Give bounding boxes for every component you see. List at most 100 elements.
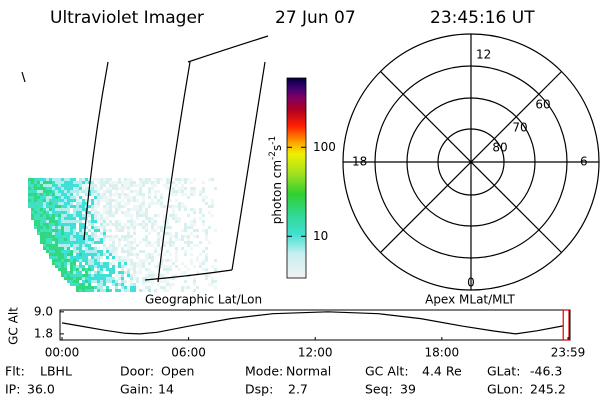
pixel xyxy=(40,199,43,202)
pixel xyxy=(166,268,169,271)
pixel xyxy=(67,235,70,238)
pixel xyxy=(67,187,70,190)
info-value: 36.0 xyxy=(27,382,55,397)
pixel xyxy=(97,220,100,223)
pixel xyxy=(106,181,109,184)
pixel xyxy=(82,229,85,232)
pixel xyxy=(181,271,184,274)
pixel xyxy=(124,265,127,268)
pixel xyxy=(106,256,109,259)
pixel xyxy=(127,235,130,238)
pixel xyxy=(145,241,148,244)
pixel xyxy=(142,199,145,202)
pixel xyxy=(85,286,88,289)
pixel xyxy=(115,184,118,187)
y-tick-label: 1.8 xyxy=(34,326,53,340)
pixel xyxy=(31,205,34,208)
pixel xyxy=(124,250,127,253)
pixel xyxy=(85,226,88,229)
pixel xyxy=(49,247,52,250)
pixel xyxy=(37,232,40,235)
pixel xyxy=(193,265,196,268)
pixel xyxy=(130,196,133,199)
pixel xyxy=(31,181,34,184)
pixel xyxy=(154,196,157,199)
pixel xyxy=(100,280,103,283)
pixel xyxy=(199,217,202,220)
pixel xyxy=(142,277,145,280)
pixel xyxy=(163,241,166,244)
pixel xyxy=(199,193,202,196)
pixel xyxy=(127,250,130,253)
pixel xyxy=(109,250,112,253)
pixel xyxy=(100,232,103,235)
pixel xyxy=(106,253,109,256)
pixel xyxy=(139,265,142,268)
pixel xyxy=(142,196,145,199)
pixel xyxy=(28,199,31,202)
pixel xyxy=(52,193,55,196)
pixel xyxy=(64,241,67,244)
pixel xyxy=(121,265,124,268)
pixel xyxy=(43,232,46,235)
pixel xyxy=(49,244,52,247)
pixel xyxy=(61,262,64,265)
pixel xyxy=(124,202,127,205)
pixel xyxy=(64,196,67,199)
pixel xyxy=(46,247,49,250)
pixel xyxy=(103,211,106,214)
pixel xyxy=(130,283,133,286)
pixel xyxy=(64,271,67,274)
pixel xyxy=(97,241,100,244)
pixel xyxy=(172,208,175,211)
pixel xyxy=(100,271,103,274)
pixel xyxy=(94,259,97,262)
pixel xyxy=(73,208,76,211)
pixel xyxy=(112,214,115,217)
pixel xyxy=(127,271,130,274)
pixel xyxy=(76,277,79,280)
pixel xyxy=(64,226,67,229)
pixel xyxy=(34,217,37,220)
pixel xyxy=(187,196,190,199)
pixel xyxy=(79,250,82,253)
pixel xyxy=(64,232,67,235)
pixel xyxy=(199,253,202,256)
pixel xyxy=(112,253,115,256)
pixel xyxy=(94,208,97,211)
pixel xyxy=(76,238,79,241)
pixel xyxy=(172,193,175,196)
pixel xyxy=(52,220,55,223)
pixel xyxy=(148,271,151,274)
pixel xyxy=(91,253,94,256)
pixel xyxy=(184,229,187,232)
pixel xyxy=(139,268,142,271)
info-value: 2.7 xyxy=(288,382,308,397)
pixel xyxy=(145,277,148,280)
pixel xyxy=(79,178,82,181)
pixel xyxy=(112,280,115,283)
pixel xyxy=(160,199,163,202)
pixel xyxy=(43,247,46,250)
pixel xyxy=(88,283,91,286)
pixel xyxy=(199,211,202,214)
pixel xyxy=(46,181,49,184)
pixel xyxy=(76,283,79,286)
pixel xyxy=(121,274,124,277)
pixel xyxy=(112,193,115,196)
pixel xyxy=(76,265,79,268)
pixel xyxy=(151,280,154,283)
info-label: Seq: xyxy=(365,382,393,397)
pixel xyxy=(133,205,136,208)
pixel xyxy=(43,199,46,202)
pixel xyxy=(145,208,148,211)
pixel xyxy=(112,262,115,265)
pixel xyxy=(115,211,118,214)
pixel xyxy=(175,178,178,181)
pixel xyxy=(88,244,91,247)
pixel xyxy=(37,220,40,223)
pixel xyxy=(61,229,64,232)
pixel xyxy=(85,256,88,259)
pixel xyxy=(190,190,193,193)
pixel xyxy=(118,271,121,274)
